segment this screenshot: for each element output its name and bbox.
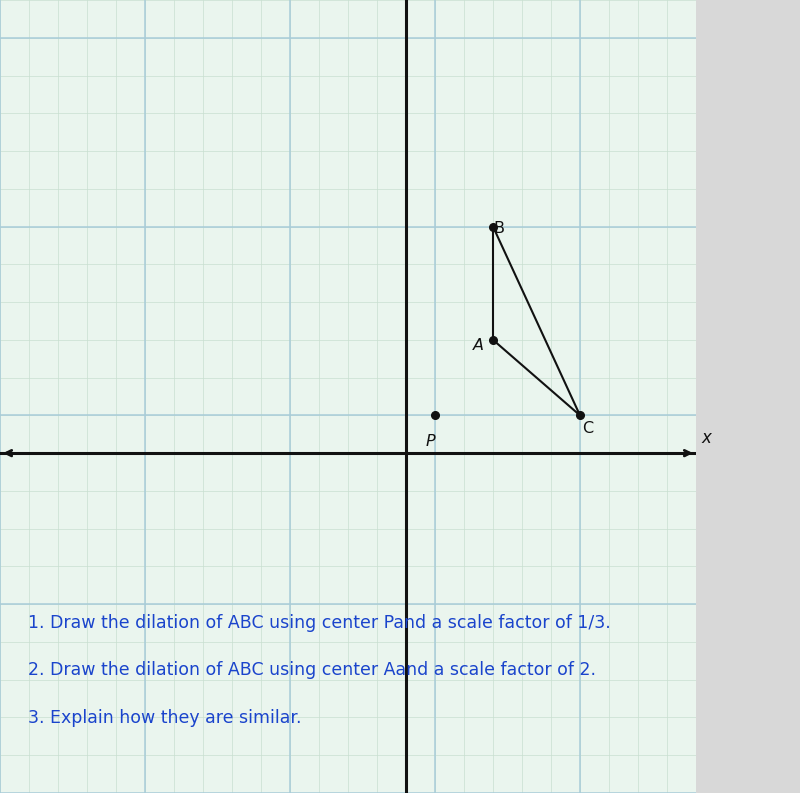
Text: x: x: [702, 430, 712, 447]
Text: B: B: [494, 221, 504, 236]
Text: 1. Draw the dilation of ABC using center Pand a scale factor of 1/3.: 1. Draw the dilation of ABC using center…: [28, 614, 610, 631]
Text: C: C: [582, 421, 593, 436]
Text: 2. Draw the dilation of ABC using center Aand a scale factor of 2.: 2. Draw the dilation of ABC using center…: [28, 661, 596, 679]
Text: 3. Explain how they are similar.: 3. Explain how they are similar.: [28, 709, 302, 726]
Text: A: A: [473, 338, 484, 353]
Text: P: P: [426, 435, 435, 450]
